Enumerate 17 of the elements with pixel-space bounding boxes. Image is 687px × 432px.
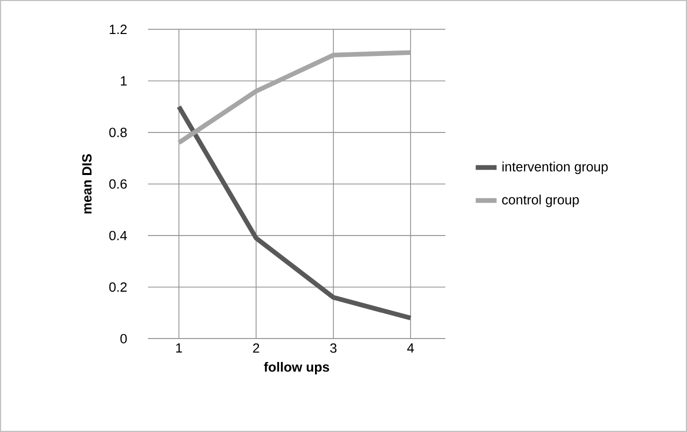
y-tick-label: 0.2: [109, 282, 127, 292]
legend-label: control group: [502, 194, 579, 208]
y-tick-label: 0: [120, 334, 127, 344]
y-axis-title: mean DIS: [82, 154, 92, 214]
x-tick-label: 4: [407, 343, 414, 353]
line-series: [176, 50, 413, 146]
y-tick-label: 0.4: [109, 230, 127, 240]
y-tick-label: 0.8: [109, 128, 127, 138]
x-axis-title: follow ups: [264, 362, 330, 374]
line-series: [176, 104, 413, 320]
x-tick-label: 3: [330, 343, 336, 353]
x-tick-label: 2: [253, 343, 260, 353]
y-tick-label: 1.2: [110, 24, 127, 34]
y-tick-label: 0.6: [109, 179, 127, 189]
y-tick-label: 1: [120, 76, 127, 86]
legend-label: intervention group: [502, 162, 608, 174]
x-tick-label: 1: [176, 343, 182, 353]
